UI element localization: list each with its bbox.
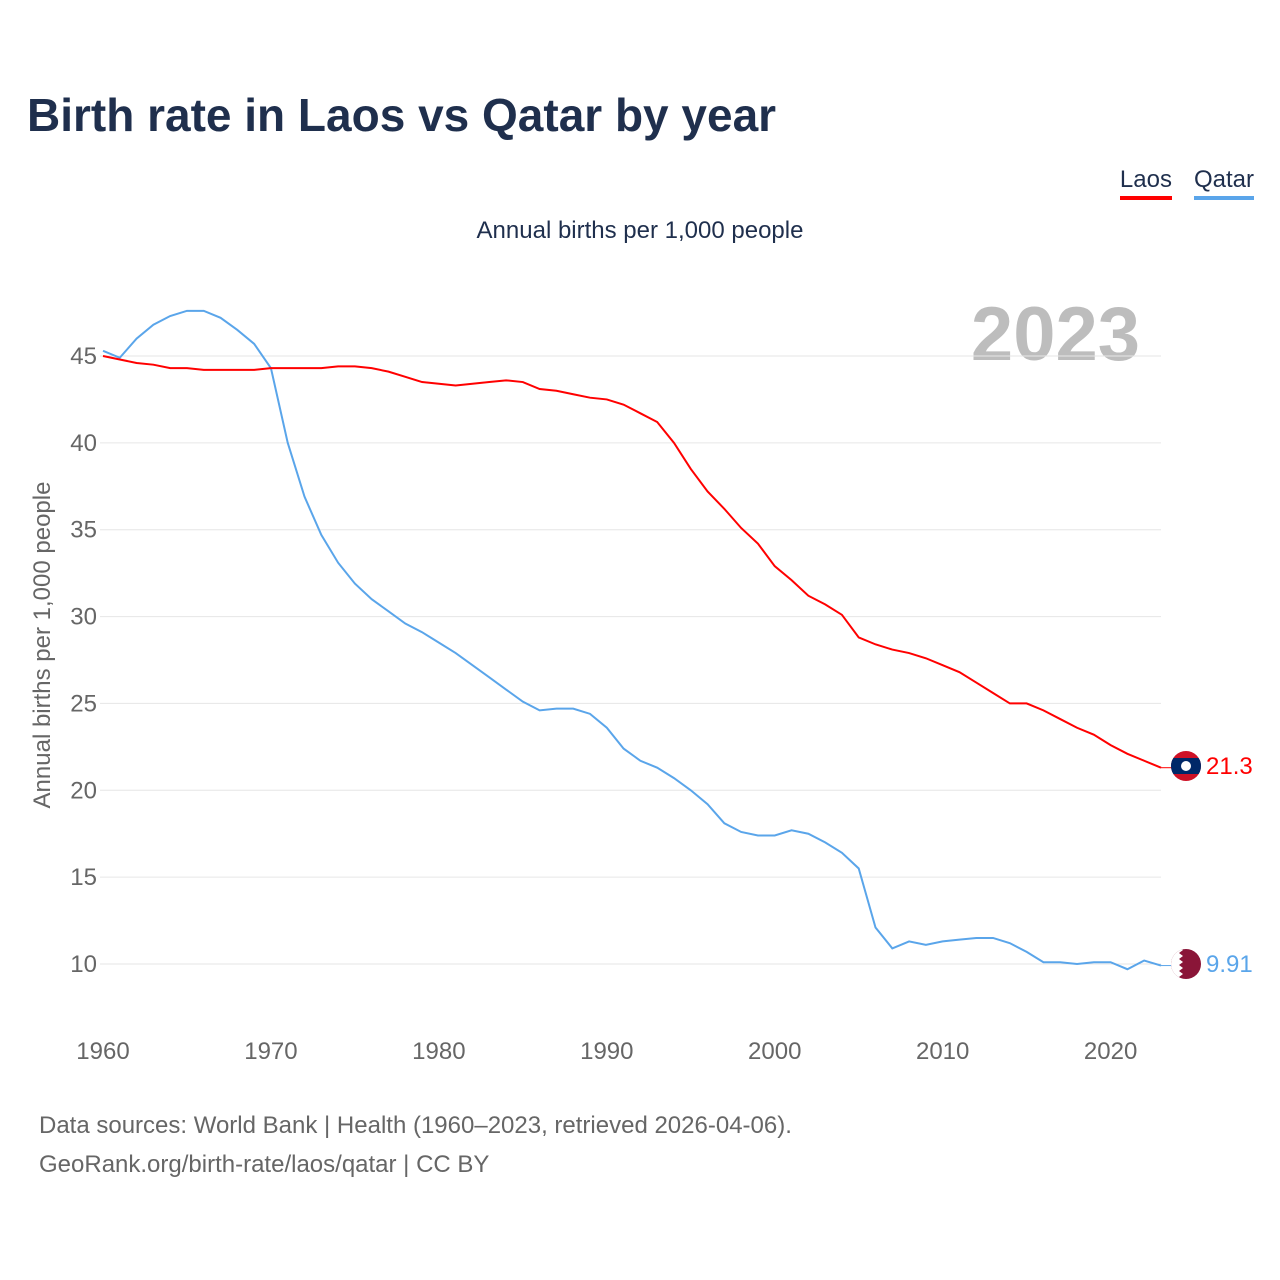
chart-title: Birth rate in Laos vs Qatar by year [27,89,777,141]
y-tick-label: 10 [70,951,97,978]
y-tick-label: 15 [70,864,97,891]
laos-end-value: 21.3 [1206,753,1253,780]
qatar-end-value: 9.91 [1206,951,1253,978]
series-line-qatar [102,309,1162,971]
series-line-laos [102,355,1162,769]
x-tick-label: 1960 [76,1038,129,1065]
x-tick-label: 2010 [916,1038,969,1065]
y-tick-label: 35 [70,517,97,544]
chart-subtitle: Annual births per 1,000 people [476,217,804,244]
source-note: Data sources: World Bank | Health (1960–… [39,1112,792,1139]
y-axis-label: Annual births per 1,000 people [29,482,56,809]
source-link[interactable]: GeoRank.org/birth-rate/laos/qatar | CC B… [39,1151,490,1178]
legend: Laos Qatar [1119,166,1254,200]
x-tick-label: 1970 [244,1038,297,1065]
y-tick-label: 25 [70,690,97,717]
y-tick-label: 20 [70,777,97,804]
year-label: 2023 [971,292,1140,377]
footer: Data sources: World Bank | Health (1960–… [39,1106,792,1184]
legend-item-laos[interactable]: Laos [1119,166,1172,200]
qatar-flag-icon [1171,949,1201,979]
y-tick-label: 45 [70,343,97,370]
laos-flag-icon [1171,751,1201,781]
x-tick-label: 1980 [412,1038,465,1065]
x-tick-label: 2000 [748,1038,801,1065]
x-tick-label: 1990 [580,1038,633,1065]
y-tick-label: 30 [70,604,97,631]
x-tick-label: 2020 [1084,1038,1137,1065]
y-tick-label: 40 [70,430,97,457]
legend-item-qatar[interactable]: Qatar [1193,166,1254,200]
